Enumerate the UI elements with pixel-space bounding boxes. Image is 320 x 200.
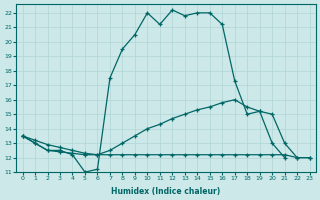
X-axis label: Humidex (Indice chaleur): Humidex (Indice chaleur) [111,187,221,196]
